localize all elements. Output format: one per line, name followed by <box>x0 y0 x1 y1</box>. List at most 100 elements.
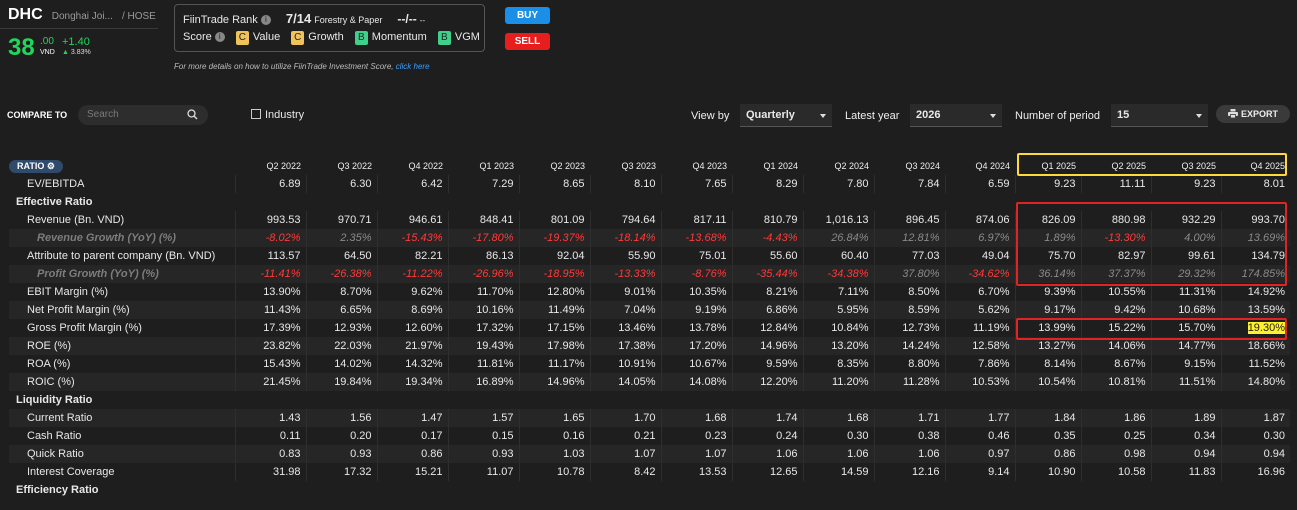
period-header: Q4 2025 <box>1250 161 1285 171</box>
info-icon[interactable]: i <box>214 32 225 43</box>
row-label: ROIC (%) <box>9 373 235 391</box>
table-cell: 993.53 <box>234 211 306 229</box>
table-cell: 17.38% <box>589 337 661 355</box>
search-input[interactable]: Search <box>78 105 208 125</box>
table-cell: 1.56 <box>305 409 377 427</box>
gear-icon[interactable]: ⚙ <box>46 160 55 171</box>
table-cell: -34.62% <box>944 265 1015 283</box>
table-cell: 5.95% <box>802 301 874 319</box>
table-cell: 1.89 <box>1150 409 1221 427</box>
table-cell: 0.94 <box>1220 445 1290 463</box>
info-icon[interactable]: i <box>260 15 271 26</box>
table-cell: 10.84% <box>802 319 874 337</box>
compare-to-label: COMPARE TO <box>7 110 68 120</box>
chevron-down-icon <box>1196 114 1202 118</box>
table-cell: 75.70 <box>1014 247 1081 265</box>
table-cell: 11.07 <box>447 463 519 481</box>
industry-checkbox[interactable]: Industry <box>251 109 304 121</box>
table-cell: 9.19% <box>660 301 732 319</box>
table-cell: 12.93% <box>305 319 377 337</box>
table-cell: 16.89% <box>447 373 519 391</box>
table-row: ROE (%) 23.82% 22.03% 21.97% 19.43% 17.98% 17.… <box>9 337 1290 355</box>
table-cell: 1.86 <box>1080 409 1151 427</box>
table-cell: 14.77% <box>1150 337 1221 355</box>
table-cell: 19.34% <box>376 373 448 391</box>
rank-secondary: --/-- <box>397 12 417 26</box>
latest-year-label: Latest year <box>845 110 900 122</box>
row-label: Effective Ratio <box>16 196 93 208</box>
table-cell: 0.93 <box>305 445 377 463</box>
momentum-grade: B <box>354 31 368 45</box>
table-cell: 12.73% <box>873 319 945 337</box>
growth-grade: C <box>291 31 305 45</box>
table-cell: 10.78 <box>518 463 590 481</box>
table-cell: 12.81% <box>873 229 945 247</box>
table-cell: 9.17% <box>1014 301 1081 319</box>
table-cell: 0.17 <box>376 427 448 445</box>
table-cell: 880.98 <box>1080 211 1151 229</box>
table-cell: -13.68% <box>660 229 732 247</box>
table-cell: 10.91% <box>589 355 661 373</box>
table-cell: 11.19% <box>944 319 1015 337</box>
table-cell: -26.96% <box>447 265 519 283</box>
table-row: Profit Growth (YoY) (%) -11.41% -26.38% -11… <box>9 265 1290 283</box>
table-cell: 6.59 <box>944 175 1015 193</box>
table-cell: 1.87 <box>1220 409 1290 427</box>
table-cell: 15.21 <box>376 463 448 481</box>
table-cell: 993.70 <box>1220 211 1290 229</box>
view-by-select[interactable]: Quarterly <box>740 104 832 127</box>
latest-year-select[interactable]: 2026 <box>910 104 1002 127</box>
sell-button[interactable]: SELL <box>505 33 550 50</box>
table-cell: 19.30% <box>1220 319 1290 337</box>
table-cell: 86.13 <box>447 247 519 265</box>
table-cell: 15.70% <box>1150 319 1221 337</box>
table-cell: 14.05% <box>589 373 661 391</box>
table-cell: 13.20% <box>802 337 874 355</box>
table-cell: 1.43 <box>234 409 306 427</box>
table-cell: 817.11 <box>660 211 732 229</box>
table-cell: -26.38% <box>305 265 377 283</box>
table-cell: -11.41% <box>234 265 306 283</box>
table-cell: 14.24% <box>873 337 945 355</box>
table-cell: 17.39% <box>234 319 306 337</box>
table-cell: 13.53 <box>660 463 732 481</box>
checkbox-icon[interactable] <box>251 109 261 119</box>
table-cell: 6.30 <box>305 175 377 193</box>
table-cell: 8.35% <box>802 355 874 373</box>
table-cell: 55.60 <box>731 247 803 265</box>
table-cell: -34.38% <box>802 265 874 283</box>
table-cell: 22.03% <box>305 337 377 355</box>
table-cell: 13.78% <box>660 319 732 337</box>
ratio-header[interactable]: RATIO ⚙ <box>9 157 235 175</box>
table-cell: -8.76% <box>660 265 732 283</box>
period-header: Q3 2023 <box>621 161 656 171</box>
table-cell: 1.70 <box>589 409 661 427</box>
price-unit: VND <box>40 49 55 56</box>
table-cell: 19.43% <box>447 337 519 355</box>
table-cell: 794.64 <box>589 211 661 229</box>
row-label: Attribute to parent company (Bn. VND) <box>27 250 216 262</box>
period-header: Q2 2025 <box>1111 161 1146 171</box>
table-cell: 8.80% <box>873 355 945 373</box>
table-cell: 7.65 <box>660 175 732 193</box>
click-here-link[interactable]: click here <box>395 62 430 71</box>
table-cell: 29.32% <box>1150 265 1221 283</box>
table-cell: 26.84% <box>802 229 874 247</box>
table-cell: 14.08% <box>660 373 732 391</box>
table-row: EV/EBITDA 6.89 6.30 6.42 7.29 8.65 8.10 7.65 8.2… <box>9 175 1290 193</box>
table-cell: 16.96 <box>1220 463 1290 481</box>
ticker-symbol[interactable]: DHC <box>8 6 43 23</box>
table-cell: 0.25 <box>1080 427 1151 445</box>
buy-button[interactable]: BUY <box>505 7 550 24</box>
table-cell: 1.74 <box>731 409 803 427</box>
table-row: Revenue Growth (YoY) (%) -8.02% 2.35% -15.4… <box>9 229 1290 247</box>
number-of-period-select[interactable]: 15 <box>1111 104 1208 127</box>
period-header: Q1 2024 <box>763 161 798 171</box>
table-cell: 0.34 <box>1150 427 1221 445</box>
table-cell: 18.66% <box>1220 337 1290 355</box>
highlighted-value: 19.30% <box>1247 322 1285 334</box>
table-cell: 0.23 <box>660 427 732 445</box>
export-button[interactable]: EXPORT <box>1216 105 1290 123</box>
table-cell: 1.47 <box>376 409 448 427</box>
period-header: Q3 2025 <box>1181 161 1216 171</box>
